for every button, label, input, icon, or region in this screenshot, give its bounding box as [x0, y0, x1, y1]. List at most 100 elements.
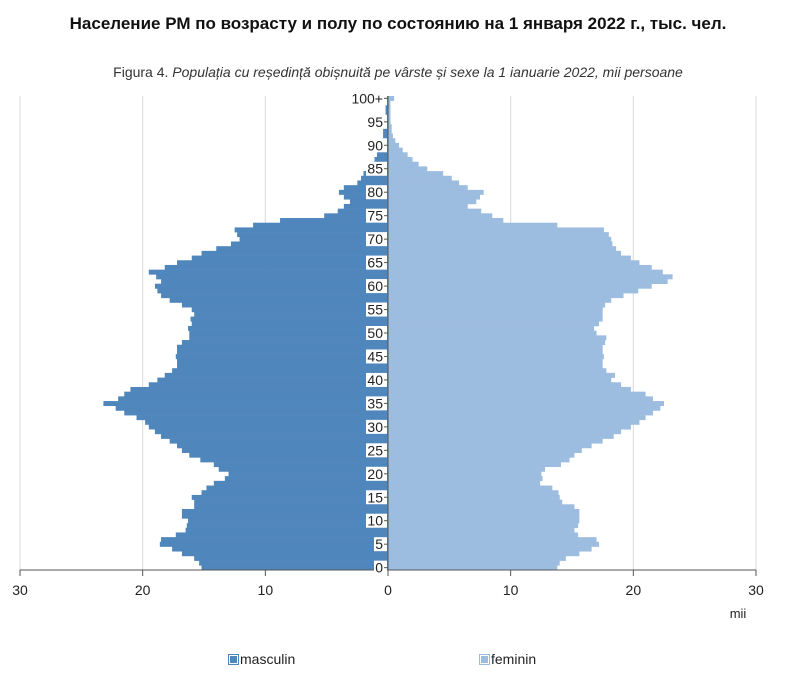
bar-female-age-81 — [388, 185, 468, 191]
bar-female-age-91 — [388, 138, 396, 144]
bar-male-age-46 — [177, 349, 388, 355]
bar-female-age-21 — [388, 466, 546, 472]
bar-female-age-37 — [388, 391, 646, 397]
bars-layer — [103, 96, 673, 571]
bar-male-age-24 — [189, 452, 388, 458]
age-label-bg — [366, 302, 387, 317]
bar-male-age-97 — [385, 110, 388, 116]
x-tick-label: 10 — [258, 582, 274, 598]
age-tick-label: 95 — [367, 114, 383, 130]
bar-female-age-33 — [388, 410, 653, 416]
age-tick-label: 100+ — [351, 90, 383, 106]
bar-female-age-57 — [388, 297, 612, 303]
age-label-bg — [366, 185, 387, 200]
bar-male-age-33 — [124, 410, 389, 416]
bar-female-age-12 — [388, 508, 580, 514]
bar-male-age-21 — [218, 466, 388, 472]
bar-male-age-79 — [343, 194, 388, 200]
bar-male-age-0 — [201, 565, 388, 571]
age-tick-label: 40 — [367, 372, 383, 388]
bar-female-age-84 — [388, 171, 444, 177]
bar-male-age-61 — [161, 279, 388, 285]
bar-female-age-29 — [388, 429, 622, 435]
bar-male-age-15 — [191, 494, 388, 500]
bar-male-age-36 — [118, 396, 388, 402]
bar-male-age-4 — [172, 546, 388, 552]
bar-female-age-13 — [388, 504, 575, 510]
bar-female-age-10 — [388, 518, 580, 524]
page-title: Население РМ по возрасту и полу по состо… — [69, 14, 727, 33]
bar-female-age-54 — [388, 311, 603, 317]
bar-female-age-23 — [388, 457, 570, 463]
bar-male-age-11 — [181, 513, 388, 519]
bar-female-age-58 — [388, 293, 624, 299]
age-label-bg — [366, 161, 387, 176]
bar-male-age-55 — [191, 307, 388, 313]
bar-female-age-48 — [388, 340, 606, 346]
bar-female-age-46 — [388, 349, 603, 355]
bar-male-age-83 — [361, 175, 388, 181]
bar-female-age-31 — [388, 419, 640, 425]
bar-female-age-36 — [388, 396, 653, 402]
bar-male-age-45 — [175, 354, 388, 360]
bar-female-age-49 — [388, 335, 607, 341]
bar-male-age-54 — [194, 311, 388, 317]
legend-item-female: feminin — [479, 651, 536, 667]
bar-male-age-69 — [230, 241, 388, 247]
bar-female-age-67 — [388, 250, 622, 256]
bar-female-age-62 — [388, 274, 673, 280]
bar-female-age-5 — [388, 541, 599, 547]
age-label-bg — [366, 349, 387, 364]
age-label-bg — [366, 419, 387, 434]
age-tick-label: 55 — [367, 302, 383, 318]
bar-female-age-44 — [388, 358, 603, 364]
bar-female-age-97 — [388, 110, 391, 116]
bar-male-age-59 — [157, 288, 388, 294]
bar-female-age-92 — [388, 133, 393, 139]
bar-female-age-86 — [388, 161, 419, 167]
bar-female-age-53 — [388, 316, 603, 322]
age-label-bg — [366, 279, 387, 294]
figure-caption: Figura 4. Populația cu reședință obișnui… — [0, 64, 796, 80]
bar-male-age-39 — [148, 382, 388, 388]
age-tick-label: 80 — [367, 184, 383, 200]
bar-male-age-32 — [136, 415, 388, 421]
bar-male-age-34 — [115, 405, 389, 411]
x-tick-label: 0 — [384, 582, 392, 598]
bar-male-age-73 — [253, 222, 388, 228]
bar-female-age-69 — [388, 241, 613, 247]
bar-female-age-64 — [388, 264, 652, 270]
bar-female-age-22 — [388, 462, 561, 468]
bar-male-age-38 — [130, 386, 388, 392]
bar-male-age-93 — [383, 128, 388, 134]
age-label-bg — [366, 232, 387, 247]
bar-female-age-65 — [388, 260, 640, 266]
bar-female-age-59 — [388, 288, 639, 294]
bar-female-age-51 — [388, 325, 595, 331]
bar-female-age-43 — [388, 363, 603, 369]
bar-female-age-47 — [388, 344, 603, 350]
bar-female-age-3 — [388, 551, 580, 557]
bar-male-age-87 — [374, 157, 388, 163]
bar-male-age-72 — [234, 227, 388, 233]
bar-female-age-63 — [388, 269, 663, 275]
bar-male-age-9 — [186, 523, 388, 529]
bar-female-age-27 — [388, 438, 603, 444]
bar-female-age-90 — [388, 142, 400, 148]
bar-male-age-78 — [349, 199, 388, 205]
bar-male-age-41 — [164, 372, 388, 378]
bar-female-age-98 — [388, 105, 391, 111]
bar-male-age-30 — [148, 424, 388, 430]
bar-male-age-52 — [191, 321, 388, 327]
bar-female-age-39 — [388, 382, 622, 388]
bar-female-age-30 — [388, 424, 631, 430]
bar-female-age-26 — [388, 443, 592, 449]
bar-female-age-8 — [388, 527, 575, 533]
bar-female-age-2 — [388, 555, 566, 561]
bar-female-age-85 — [388, 166, 428, 172]
age-label-bg — [366, 208, 387, 223]
bar-female-age-52 — [388, 321, 599, 327]
age-label-bg — [366, 255, 387, 270]
bar-female-age-77 — [388, 203, 468, 209]
bar-female-age-75 — [388, 213, 493, 219]
